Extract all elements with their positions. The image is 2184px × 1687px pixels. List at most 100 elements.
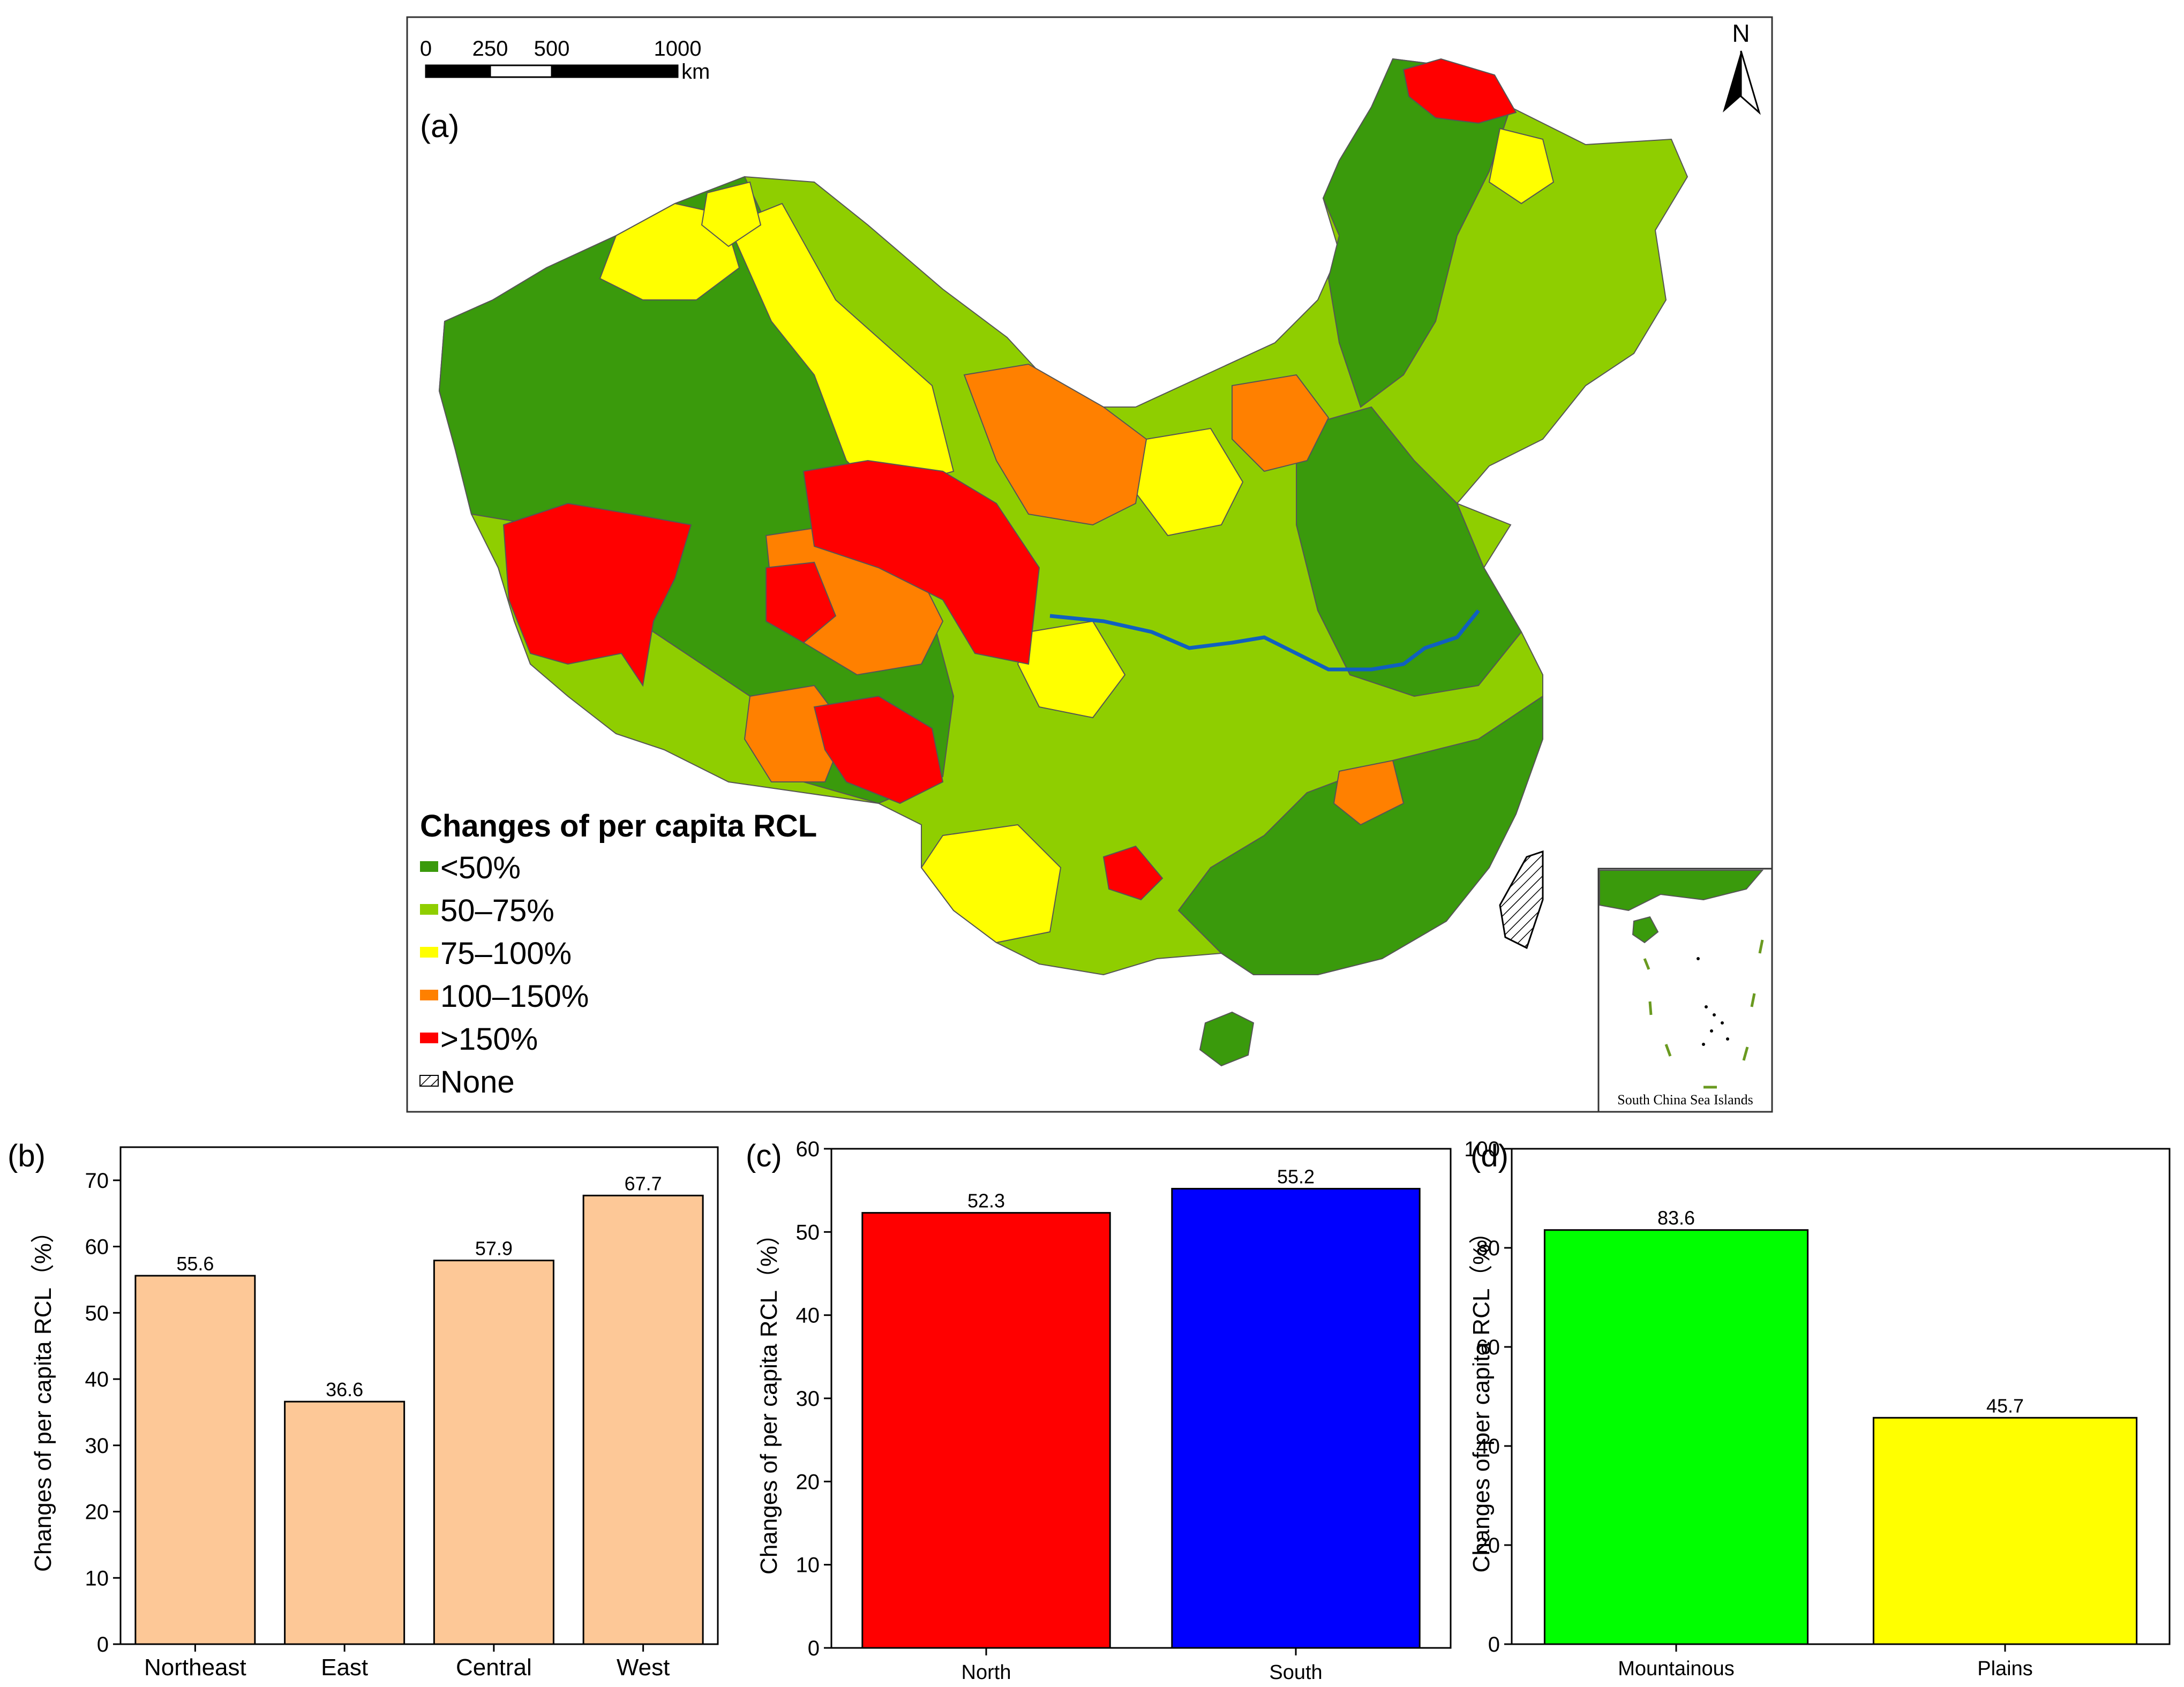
legend-item-100-150: 100–150% <box>420 979 589 1014</box>
map-panel: 0 250 500 1000 km (a) N Changes of per c… <box>406 16 1773 1113</box>
inset-island <box>1726 1037 1729 1041</box>
y-tick-label: 50 <box>796 1221 820 1244</box>
bar-value-label: 36.6 <box>326 1379 363 1400</box>
map-region-75-100-southwest <box>920 824 1062 944</box>
bar-chart-c: (c) 0 10 20 30 40 50 60 Changes of per capita RC… <box>746 1138 1452 1684</box>
inset-hainan <box>1632 916 1659 944</box>
legend-swatch-gt150 <box>420 1033 438 1043</box>
inset-dash <box>1742 1046 1749 1061</box>
map-region-100-150-south <box>1333 759 1405 826</box>
y-axis-label: Changes of per capita RCL（%） <box>30 1219 56 1572</box>
bar-chart-d: (d) 0 20 40 60 80 100 Changes of per capita RCL… <box>1464 1138 2171 1680</box>
inset-dash <box>1750 993 1756 1007</box>
legend-item-75-100: 75–100% <box>420 936 572 971</box>
bar-east <box>284 1400 406 1645</box>
north-arrow-right-half <box>1740 50 1761 115</box>
x-tick-label: Plains <box>1977 1658 2033 1680</box>
legend-swatch-50-75 <box>420 904 438 915</box>
legend-label-lt50: <50% <box>440 850 521 885</box>
map-region-gt150-qinghai <box>802 460 1040 665</box>
map-region-gt150-west-tibet <box>502 502 692 687</box>
inset-island <box>1710 1029 1713 1033</box>
bar-value-label: 67.7 <box>625 1172 662 1194</box>
panel-label: (c) <box>746 1139 782 1173</box>
map-region-75-100-ne <box>1488 127 1555 205</box>
bar-chart-b: (b) 0 10 20 30 40 50 60 70 Changes of per capita … <box>7 1139 719 1681</box>
north-south-divide-line <box>1049 609 1480 672</box>
bar-mountainous <box>1543 1229 1809 1645</box>
legend-title: Changes of per capita RCL <box>420 809 817 844</box>
north-arrow-left-half <box>1723 51 1741 112</box>
x-tick-label: North <box>962 1661 1011 1684</box>
legend-label-gt150: >150% <box>440 1022 538 1057</box>
map-region-100-150-inner-mongolia <box>963 363 1147 526</box>
x-tick-label: South <box>1269 1661 1322 1684</box>
bar-value-label: 55.2 <box>1277 1166 1315 1188</box>
panel-label: (b) <box>7 1139 46 1173</box>
y-tick-label: 50 <box>85 1301 109 1325</box>
legend-label-50-75: 50–75% <box>440 893 554 928</box>
legend-item-gt150: >150% <box>420 1022 538 1057</box>
bar-west <box>582 1194 704 1645</box>
scale-bar-seg-2 <box>489 64 553 78</box>
inset-dash <box>1648 1001 1653 1015</box>
scale-bar: 0 250 500 1000 km <box>420 37 710 84</box>
y-tick-label: 30 <box>796 1387 820 1411</box>
map-region-75-100-xj <box>701 181 762 247</box>
panel-label-a: (a) <box>420 108 459 144</box>
x-tick-label: Central <box>456 1654 532 1681</box>
legend-item-lt50: <50% <box>420 850 521 885</box>
bar-south <box>1171 1188 1421 1649</box>
inset-coast-region <box>1599 870 1764 912</box>
x-tick-label: East <box>321 1654 368 1681</box>
inset-island <box>1702 1043 1705 1046</box>
plot-frame <box>119 1146 719 1645</box>
map-region-lt50-east <box>1296 406 1522 697</box>
legend-swatch-none <box>419 1075 439 1087</box>
legend-label-75-100: 75–100% <box>440 936 572 971</box>
bar-value-label: 83.6 <box>1657 1207 1695 1229</box>
bar-plains <box>1872 1417 2138 1645</box>
map-region-gt150-tibet-center <box>765 561 837 644</box>
bar-northeast <box>134 1275 256 1645</box>
map-region-100-150-hebei <box>1232 374 1330 472</box>
legend-item-50-75: 50–75% <box>420 893 554 928</box>
y-tick-label: 40 <box>796 1304 820 1328</box>
y-axis-label: Changes of per capita RCL（%） <box>756 1222 782 1575</box>
map-region-gt150-heilongjiang <box>1402 58 1517 124</box>
y-tick-label: 60 <box>1476 1336 1500 1359</box>
inset-island <box>1705 1005 1708 1008</box>
y-tick-label: 20 <box>1476 1534 1500 1557</box>
bar-value-label: 52.3 <box>967 1190 1005 1212</box>
y-axis-label: Changes of per capita RCL（%） <box>1468 1221 1495 1573</box>
north-arrow-icon: N <box>1723 19 1761 115</box>
inset-islands <box>1697 957 1729 1046</box>
inset-dash <box>1664 1044 1672 1057</box>
china-choropleth-map <box>438 58 1688 1067</box>
bar-value-label: 55.6 <box>176 1253 214 1275</box>
legend-swatch-75-100 <box>420 947 438 958</box>
bar-central <box>433 1260 554 1645</box>
inset-boundary-dashes <box>1643 939 1764 1089</box>
y-tick-label: 60 <box>85 1236 109 1259</box>
map-region-gt150-tibet-south <box>813 695 944 804</box>
legend-item-none: None <box>419 1065 515 1099</box>
bar-value-label: 45.7 <box>1986 1395 2024 1417</box>
north-arrow-label: N <box>1732 19 1750 47</box>
scale-tick-250: 250 <box>472 37 508 61</box>
scale-tick-0: 0 <box>420 37 432 61</box>
y-tick-label: 0 <box>97 1633 109 1656</box>
y-tick-label: 70 <box>85 1169 109 1193</box>
map-region-lt50-southeast <box>1177 695 1543 975</box>
bar-north <box>861 1212 1111 1649</box>
inset-island <box>1721 1021 1724 1025</box>
inset-dash <box>1643 958 1650 970</box>
inset-label: South China Sea Islands <box>1617 1092 1753 1108</box>
y-tick-label: 40 <box>1476 1435 1500 1458</box>
plot-frame <box>1511 1148 2171 1645</box>
y-tick-label: 10 <box>796 1554 820 1577</box>
x-tick-label: West <box>617 1654 670 1681</box>
scale-unit: km <box>681 60 710 84</box>
y-tick-label: 20 <box>85 1501 109 1524</box>
